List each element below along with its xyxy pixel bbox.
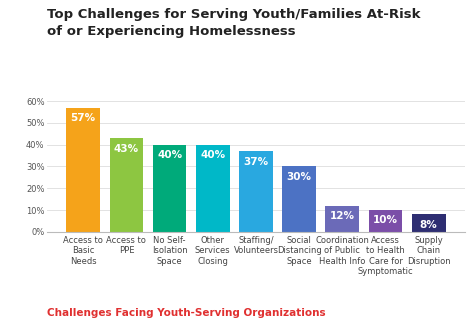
Text: 43%: 43% xyxy=(114,144,139,154)
Bar xyxy=(109,138,143,232)
Bar xyxy=(196,145,229,232)
Bar xyxy=(239,151,273,232)
Text: 8%: 8% xyxy=(420,220,438,230)
Text: 30%: 30% xyxy=(287,172,311,182)
Text: 57%: 57% xyxy=(71,113,96,123)
Bar xyxy=(66,108,100,232)
Bar xyxy=(412,214,446,232)
Bar xyxy=(283,166,316,232)
Text: 12%: 12% xyxy=(330,211,355,221)
Text: 40%: 40% xyxy=(157,150,182,160)
Bar xyxy=(369,210,402,232)
Text: 40%: 40% xyxy=(200,150,225,160)
Text: Challenges Facing Youth-Serving Organizations: Challenges Facing Youth-Serving Organiza… xyxy=(47,308,326,317)
Bar xyxy=(326,206,359,232)
Text: Top Challenges for Serving Youth/Families At-Risk
of or Experiencing Homelessnes: Top Challenges for Serving Youth/Familie… xyxy=(47,8,421,38)
Bar xyxy=(153,145,186,232)
Text: 37%: 37% xyxy=(243,156,269,167)
Text: 10%: 10% xyxy=(373,215,398,225)
